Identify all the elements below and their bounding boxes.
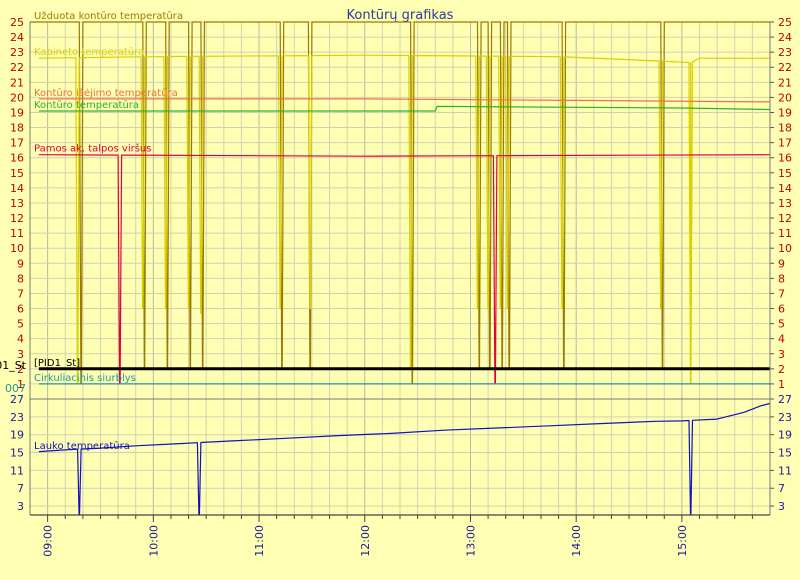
y-tick-label-left: 17 — [10, 137, 24, 150]
series-line-4 — [38, 154, 771, 385]
y-tick-label-right: 17 — [778, 137, 792, 150]
y-tick-label-right: 18 — [778, 122, 792, 135]
cut-axis-label: 01_St — [0, 359, 27, 372]
x-tick-label: 10:00 — [147, 525, 160, 557]
x-tick-label: 11:00 — [253, 525, 266, 557]
y-tick-label-left: 13 — [10, 197, 24, 210]
y-tick-label-left: 12 — [10, 212, 24, 225]
y-tick-label-right: 15 — [778, 167, 792, 180]
y-tick-label-left: 3 — [17, 348, 24, 361]
y-tick-label-right: 19 — [778, 106, 792, 119]
y-tick-label-right: 7 — [778, 482, 785, 495]
chart-title: Kontūrų grafikas — [347, 8, 454, 23]
x-tick-label: 09:00 — [42, 525, 55, 557]
y-tick-label-right: 5 — [778, 318, 785, 331]
series-line-3 — [38, 105, 771, 112]
y-tick-label-left: 15 — [10, 167, 24, 180]
y-tick-label-right: 13 — [778, 197, 792, 210]
y-tick-label-left: 7 — [17, 287, 24, 300]
y-tick-label-right: 22 — [778, 61, 792, 74]
y-tick-label-left: 22 — [10, 61, 24, 74]
y-tick-label-right: 11 — [778, 227, 792, 240]
series-label: Cirkuliacinis siurblys — [34, 373, 136, 384]
y-tick-label-left: 1 — [17, 378, 24, 391]
series-label: Lauko temperatūra — [34, 441, 130, 452]
y-tick-label-right: 27 — [778, 393, 792, 406]
y-tick-label-right: 15 — [778, 447, 792, 460]
x-tick-label: 12:00 — [359, 525, 372, 557]
y-tick-label-left: 24 — [10, 31, 24, 44]
y-tick-label-right: 12 — [778, 212, 792, 225]
y-tick-label-right: 23 — [778, 411, 792, 424]
y-tick-label-left: 18 — [10, 122, 24, 135]
y-tick-label-left: 15 — [10, 447, 24, 460]
y-tick-label-left: 23 — [10, 411, 24, 424]
y-tick-label-left: 6 — [17, 303, 24, 316]
y-tick-label-left: 27 — [10, 393, 24, 406]
y-tick-label-left: 21 — [10, 76, 24, 89]
series-label: Kabineto temperatūra — [34, 47, 144, 58]
y-tick-label-right: 6 — [778, 303, 785, 316]
x-tick-label: 15:00 — [676, 525, 689, 557]
series-layer — [30, 21, 771, 516]
y-tick-label-right: 7 — [778, 287, 785, 300]
y-tick-label-right: 14 — [778, 182, 792, 195]
y-tick-label-right: 9 — [778, 257, 785, 270]
y-tick-label-left: 9 — [17, 257, 24, 270]
y-tick-label-right: 1 — [778, 378, 785, 391]
y-tick-label-right: 23 — [778, 46, 792, 59]
series-line-1 — [38, 54, 770, 385]
y-tick-label-right: 19 — [778, 429, 792, 442]
series-label: Pamos ak. talpos viršus — [34, 143, 151, 155]
x-tick-label: 13:00 — [464, 525, 477, 557]
y-tick-label-right: 8 — [778, 272, 785, 285]
y-tick-label-right: 25 — [778, 16, 792, 29]
x-tick-label: 14:00 — [570, 525, 583, 557]
y-tick-label-left: 11 — [10, 227, 24, 240]
y-tick-label-left: 20 — [10, 91, 24, 104]
grid-layer — [30, 21, 770, 515]
y-tick-label-left: 4 — [17, 333, 24, 346]
y-tick-label-right: 3 — [778, 348, 785, 361]
cut-axis-label: 007 — [5, 382, 26, 395]
y-tick-label-right: 10 — [778, 242, 792, 255]
y-tick-label-right: 3 — [778, 500, 785, 513]
y-tick-label-left: 19 — [10, 106, 24, 119]
series-label: Kontūro temperatūra — [34, 100, 139, 111]
label-layer: Užduota kontūro temperatūra Kabineto temp… — [34, 10, 183, 452]
y-tick-label-left: 25 — [10, 16, 24, 29]
y-tick-label-left: 11 — [10, 464, 24, 477]
series-label: [PID1_St] — [34, 358, 80, 369]
y-tick-label-right: 16 — [778, 152, 792, 165]
series-label: Užduota kontūro temperatūra — [34, 10, 183, 22]
y-tick-label-left: 7 — [17, 482, 24, 495]
y-tick-label-left: 14 — [10, 182, 24, 195]
y-tick-label-right: 21 — [778, 76, 792, 89]
y-tick-label-right: 11 — [778, 464, 792, 477]
series-line-2 — [38, 98, 771, 103]
y-tick-label-left: 2 — [17, 363, 24, 376]
y-tick-label-right: 4 — [778, 333, 785, 346]
y-tick-label-left: 3 — [17, 500, 24, 513]
y-tick-label-right: 2 — [778, 363, 785, 376]
y-tick-label-right: 24 — [778, 31, 792, 44]
y-tick-label-left: 8 — [17, 272, 24, 285]
y-tick-label-left: 10 — [10, 242, 24, 255]
series-label: Kontūro išėjimo temperatūra — [34, 87, 178, 99]
series-line-0 — [38, 402, 771, 516]
y-tick-label-left: 23 — [10, 46, 24, 59]
y-tick-label-left: 16 — [10, 152, 24, 165]
y-tick-label-left: 19 — [10, 429, 24, 442]
y-tick-label-left: 5 — [17, 318, 24, 331]
y-tick-label-right: 20 — [778, 91, 792, 104]
